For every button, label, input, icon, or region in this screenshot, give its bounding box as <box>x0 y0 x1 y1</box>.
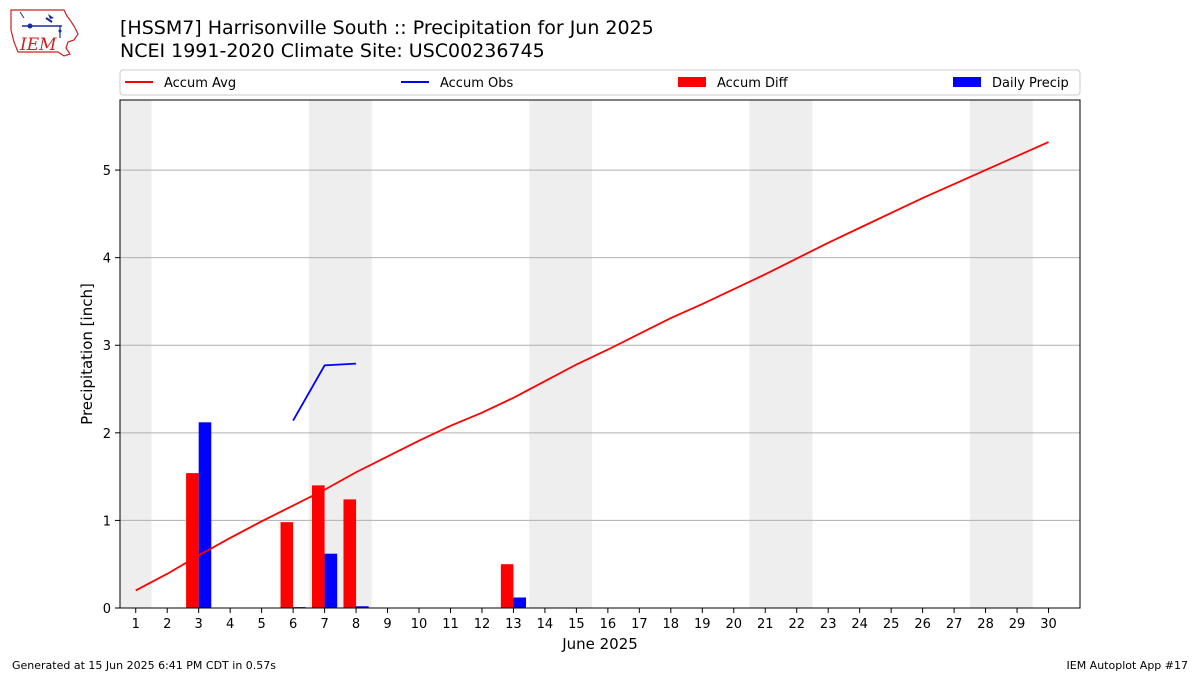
x-tick-label: 13 <box>505 617 522 632</box>
footer-generated: Generated at 15 Jun 2025 6:41 PM CDT in … <box>12 659 277 672</box>
y-tick-label: 0 <box>103 602 111 617</box>
x-tick-label: 8 <box>352 617 360 632</box>
x-tick-label: 28 <box>977 617 994 632</box>
x-tick-label: 27 <box>946 617 963 632</box>
x-tick-label: 15 <box>568 617 585 632</box>
x-tick-label: 9 <box>383 617 391 632</box>
x-tick-label: 21 <box>757 617 774 632</box>
y-axis-label: Precipitation [inch] <box>78 283 96 425</box>
x-axis-label: June 2025 <box>561 635 638 653</box>
plot-frame <box>119 99 1081 609</box>
x-tick-label: 1 <box>132 617 140 632</box>
daily-precip-bar <box>356 606 369 608</box>
accum-diff-bar <box>312 485 325 608</box>
x-tick-label: 18 <box>663 617 680 632</box>
legend-label: Accum Diff <box>717 76 789 91</box>
x-tick-label: 11 <box>442 617 459 632</box>
accum-diff-bar <box>280 522 294 608</box>
daily-precip-bar <box>198 422 212 608</box>
x-tick-label: 2 <box>163 617 171 632</box>
logo-text: IEM <box>19 35 57 55</box>
x-tick-label: 12 <box>474 617 491 632</box>
x-tick-label: 6 <box>289 617 297 632</box>
x-tick-label: 10 <box>411 617 428 632</box>
x-tick-label: 24 <box>851 617 868 632</box>
x-tick-label: 19 <box>694 617 711 632</box>
legend-label: Daily Precip <box>992 76 1069 91</box>
x-tick-label: 17 <box>631 617 648 632</box>
x-tick-label: 5 <box>257 617 265 632</box>
iem-logo: IEM <box>6 4 82 62</box>
weekend-shade <box>529 100 593 608</box>
accum-diff-bar <box>500 564 514 608</box>
x-tick-label: 30 <box>1040 617 1057 632</box>
footer-app: IEM Autoplot App #17 <box>1066 659 1189 672</box>
legend-swatch <box>678 77 706 87</box>
weekend-shade <box>120 100 152 608</box>
x-tick-label: 23 <box>820 617 837 632</box>
legend-box <box>119 69 1081 96</box>
accum-diff-bar <box>186 473 199 608</box>
y-tick-label: 2 <box>103 427 111 442</box>
y-tick-label: 3 <box>103 339 111 354</box>
legend-swatch <box>953 77 981 87</box>
accum-obs-line <box>292 362 357 422</box>
x-tick-label: 20 <box>725 617 742 632</box>
chart-title: [HSSM7] Harrisonville South :: Precipita… <box>120 17 654 39</box>
x-tick-label: 3 <box>195 617 203 632</box>
weekend-shade <box>969 100 1033 608</box>
x-tick-label: 4 <box>226 617 234 632</box>
x-tick-label: 25 <box>883 617 900 632</box>
x-tick-label: 29 <box>1009 617 1026 632</box>
daily-precip-bar <box>324 553 338 608</box>
daily-precip-bar <box>513 597 527 608</box>
x-tick-label: 16 <box>600 617 617 632</box>
legend-label: Accum Obs <box>440 76 513 91</box>
legend-label: Accum Avg <box>164 76 236 91</box>
x-tick-label: 26 <box>914 617 931 632</box>
y-tick-label: 4 <box>103 252 111 267</box>
weekend-shade <box>749 100 813 608</box>
x-tick-label: 7 <box>320 617 328 632</box>
x-tick-label: 14 <box>537 617 554 632</box>
y-tick-label: 5 <box>103 164 111 179</box>
y-tick-label: 1 <box>103 514 111 529</box>
accum-avg-line <box>135 141 1049 592</box>
accum-diff-bar <box>343 499 357 608</box>
x-tick-label: 22 <box>788 617 805 632</box>
chart-subtitle: NCEI 1991-2020 Climate Site: USC00236745 <box>120 40 545 62</box>
